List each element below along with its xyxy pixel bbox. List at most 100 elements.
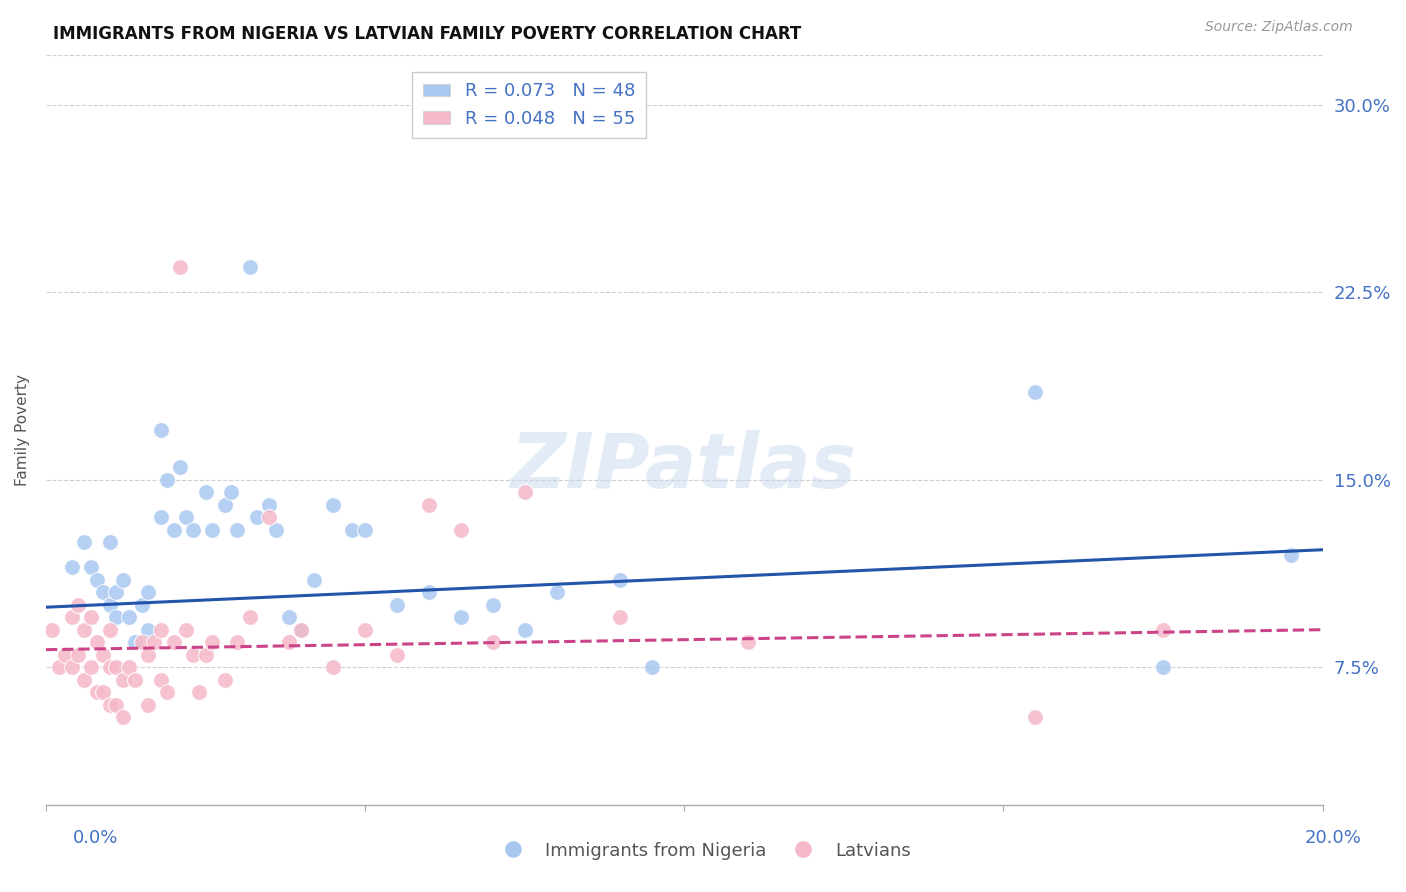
Point bbox=[98, 623, 121, 637]
Point bbox=[105, 698, 128, 712]
Point bbox=[226, 635, 249, 649]
Point bbox=[169, 460, 191, 475]
Text: 20.0%: 20.0% bbox=[1305, 829, 1361, 847]
Point bbox=[214, 498, 236, 512]
Point bbox=[73, 623, 96, 637]
Point bbox=[259, 510, 281, 524]
Point bbox=[105, 585, 128, 599]
Point bbox=[342, 523, 364, 537]
Point bbox=[1024, 710, 1046, 724]
Y-axis label: Family Poverty: Family Poverty bbox=[15, 374, 30, 486]
Point bbox=[111, 710, 134, 724]
Point bbox=[737, 635, 759, 649]
Point bbox=[60, 660, 83, 674]
Point bbox=[290, 623, 312, 637]
Point bbox=[86, 685, 108, 699]
Point bbox=[136, 585, 159, 599]
Point bbox=[131, 598, 153, 612]
Point bbox=[149, 673, 172, 687]
Point bbox=[162, 523, 184, 537]
Point bbox=[105, 610, 128, 624]
Point bbox=[162, 635, 184, 649]
Point bbox=[124, 673, 146, 687]
Point bbox=[66, 648, 89, 662]
Point bbox=[302, 573, 325, 587]
Point bbox=[98, 535, 121, 549]
Point bbox=[86, 573, 108, 587]
Point bbox=[609, 573, 631, 587]
Point bbox=[201, 635, 224, 649]
Point bbox=[201, 523, 224, 537]
Point bbox=[219, 485, 242, 500]
Point bbox=[98, 698, 121, 712]
Point bbox=[194, 485, 217, 500]
Point bbox=[149, 423, 172, 437]
Point bbox=[176, 623, 198, 637]
Point bbox=[169, 260, 191, 275]
Point bbox=[385, 648, 408, 662]
Point bbox=[41, 623, 63, 637]
Point bbox=[149, 510, 172, 524]
Point bbox=[181, 648, 204, 662]
Point bbox=[111, 673, 134, 687]
Point bbox=[79, 610, 101, 624]
Point bbox=[239, 610, 262, 624]
Point bbox=[176, 510, 198, 524]
Point bbox=[118, 660, 141, 674]
Point bbox=[481, 598, 503, 612]
Point bbox=[513, 623, 536, 637]
Point bbox=[354, 523, 377, 537]
Point bbox=[111, 573, 134, 587]
Point bbox=[1152, 623, 1174, 637]
Point bbox=[86, 635, 108, 649]
Point bbox=[93, 685, 115, 699]
Point bbox=[277, 635, 299, 649]
Point bbox=[156, 685, 179, 699]
Text: ZIPatlas: ZIPatlas bbox=[512, 430, 858, 504]
Point bbox=[385, 598, 408, 612]
Point bbox=[136, 623, 159, 637]
Point bbox=[73, 535, 96, 549]
Point bbox=[93, 648, 115, 662]
Legend: R = 0.073   N = 48, R = 0.048   N = 55: R = 0.073 N = 48, R = 0.048 N = 55 bbox=[412, 71, 645, 138]
Point bbox=[143, 635, 166, 649]
Point bbox=[48, 660, 70, 674]
Point bbox=[149, 623, 172, 637]
Point bbox=[98, 660, 121, 674]
Point bbox=[118, 610, 141, 624]
Point bbox=[1152, 660, 1174, 674]
Point bbox=[354, 623, 377, 637]
Text: IMMIGRANTS FROM NIGERIA VS LATVIAN FAMILY POVERTY CORRELATION CHART: IMMIGRANTS FROM NIGERIA VS LATVIAN FAMIL… bbox=[53, 25, 801, 43]
Point bbox=[188, 685, 211, 699]
Point bbox=[450, 610, 472, 624]
Point bbox=[136, 648, 159, 662]
Point bbox=[136, 698, 159, 712]
Point bbox=[322, 498, 344, 512]
Legend: Immigrants from Nigeria, Latvians: Immigrants from Nigeria, Latvians bbox=[488, 835, 918, 867]
Point bbox=[259, 498, 281, 512]
Point bbox=[513, 485, 536, 500]
Point bbox=[239, 260, 262, 275]
Point bbox=[73, 673, 96, 687]
Point bbox=[124, 635, 146, 649]
Point bbox=[53, 648, 76, 662]
Point bbox=[93, 585, 115, 599]
Point bbox=[277, 610, 299, 624]
Point bbox=[194, 648, 217, 662]
Point bbox=[322, 660, 344, 674]
Point bbox=[609, 610, 631, 624]
Point bbox=[181, 523, 204, 537]
Point bbox=[418, 585, 440, 599]
Point bbox=[79, 660, 101, 674]
Point bbox=[418, 498, 440, 512]
Point bbox=[98, 598, 121, 612]
Point bbox=[546, 585, 568, 599]
Point bbox=[450, 523, 472, 537]
Point bbox=[66, 598, 89, 612]
Point bbox=[481, 635, 503, 649]
Point bbox=[290, 623, 312, 637]
Point bbox=[156, 473, 179, 487]
Point bbox=[1024, 385, 1046, 400]
Point bbox=[214, 673, 236, 687]
Point bbox=[246, 510, 269, 524]
